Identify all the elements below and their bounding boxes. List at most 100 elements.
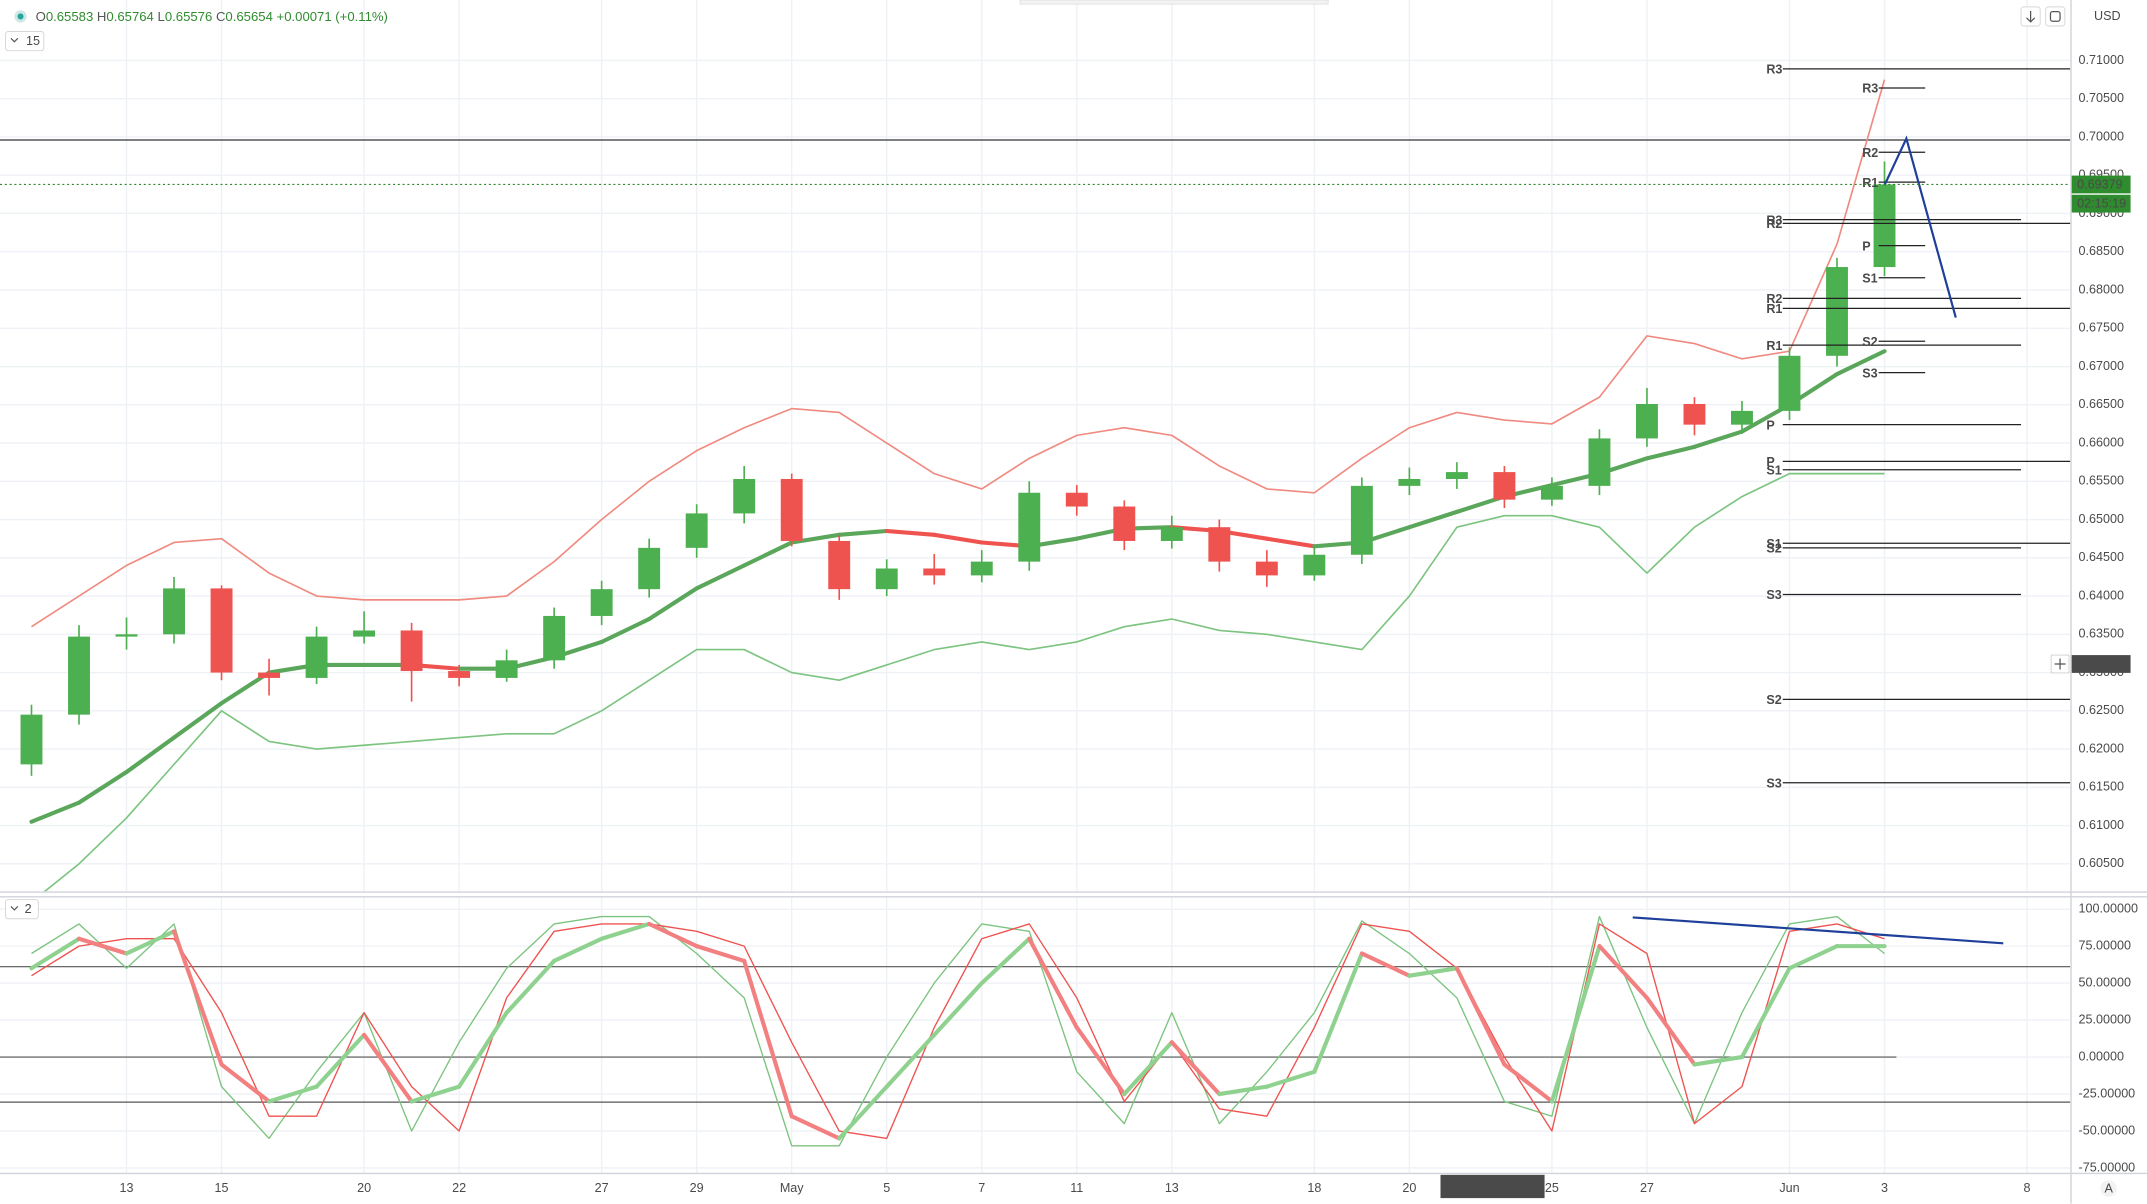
indicator-segment [267,1084,319,1104]
pivot-label: R2 [1766,292,1782,306]
ohlc-key: O [36,9,46,24]
currency-label[interactable]: USD [2094,9,2121,23]
pivot-label: R1 [1766,302,1782,316]
indicator-segment [932,532,984,545]
pivot-label: S2 [1766,542,1781,556]
indicator-segment [1217,1084,1269,1097]
indicator-segment [409,1084,462,1104]
indicator-segment [1692,429,1745,449]
indicator-segment [504,958,557,1015]
indicator-segment [29,800,82,824]
y-tick-label: 0.67000 [2079,359,2124,373]
indicator-segment [1264,1069,1317,1089]
fullscreen-button[interactable] [2045,6,2066,27]
candle-body [1018,492,1041,562]
indicator-segment [742,958,794,1119]
interval-label: 15 [26,34,40,48]
oscillator-dropdown[interactable] [4,899,39,920]
y-tick-label: 0.65500 [2079,474,2124,488]
candle-body [353,630,376,637]
indicator-segment [76,936,129,956]
x-tick-label: 3 [1881,1181,1888,1195]
candle-body [875,568,898,590]
indicator-line [31,915,1885,1147]
auto-scale-button[interactable] [2100,1180,2117,1197]
candle-body [1635,403,1658,439]
candle-body [305,636,328,678]
candle-body [828,540,851,590]
candle-body [1445,472,1468,479]
pivot-label: S1 [1766,463,1781,477]
trend-drawing [1632,916,2004,945]
x-tick-label: May [780,1181,804,1195]
indicator-segment [76,769,129,805]
y-tick-label: 0.00000 [2079,1049,2124,1063]
x-tick-label: 5 [883,1181,890,1195]
pivot-label: R2 [1766,217,1782,231]
indicator-segment [1169,1040,1222,1097]
indicator-segment [1739,966,1792,1060]
y-tick-label: -50.00000 [2079,1123,2136,1137]
indicator-segment [742,540,794,568]
candle-body [163,588,185,635]
candle-body [923,568,946,576]
indicator-segment [457,1010,509,1089]
indicator-segment [362,1032,414,1104]
indicator-segment [171,701,224,740]
x-tick-label: 20 [1402,1181,1416,1195]
indicator-segment [1787,944,1840,971]
ohlc-header: O0.65583 H0.65764 L0.65576 C0.65654 +0.0… [36,9,388,24]
y-tick-label: 50.00000 [2079,975,2131,989]
candle-body [68,636,90,715]
pivot-label: P [1862,239,1870,253]
indicator-segment [884,528,937,537]
y-tick-label: 0.65000 [2079,512,2124,526]
interval-dropdown[interactable] [4,31,45,52]
indicator-segment [314,1032,367,1089]
last-price-tag [2071,175,2131,194]
pivot-label: R3 [1862,82,1878,96]
indicator-segment [124,735,177,775]
ohlc-value: 0.65654 [225,9,272,24]
indicator-segment [647,921,699,949]
y-tick-label: 0.66000 [2079,435,2124,449]
y-tick-label: 0.67500 [2079,321,2124,335]
indicator-segment [932,981,984,1037]
indicator-segment [1359,951,1412,978]
indicator-segment [1549,944,1602,1104]
indicator-segment [124,929,177,956]
pivot-label: P [1766,418,1774,432]
candle-body [1731,410,1753,425]
candle-body [258,672,281,678]
y-tick-label: 0.61000 [2079,818,2124,832]
candle-body [495,660,518,678]
ohlc-value: 0.65764 [106,9,153,24]
indicator-segment [29,936,82,971]
ohlc-key: L [158,9,165,24]
y-tick-label: 0.62000 [2079,741,2124,755]
y-tick-label: 0.70000 [2079,129,2124,143]
ohlc-key: C [216,9,225,24]
countdown-tag [2071,194,2131,213]
auto-scale-label: A [2104,1182,2113,1196]
indicator-segment [789,1114,842,1141]
indicator-segment [599,921,652,941]
y-tick-label: 0.60500 [2079,856,2124,870]
indicator-segment [1407,509,1459,530]
status-dot-core [17,13,24,20]
top-tab [1019,0,1329,5]
last-price-label: 0.69379 [2077,177,2122,191]
y-tick-label: -25.00000 [2079,1086,2136,1100]
grid-layer [0,0,2071,1174]
x-tick-label: 29 [690,1181,704,1195]
candle-body [590,589,613,616]
crosshair-time-tag [1440,1174,1545,1199]
oscillator-pane [0,915,2071,1147]
y-tick-label: 0.61500 [2079,780,2124,794]
candle-body [638,547,661,590]
chevron [10,37,19,43]
y-tick-label: 0.63500 [2079,627,2124,641]
